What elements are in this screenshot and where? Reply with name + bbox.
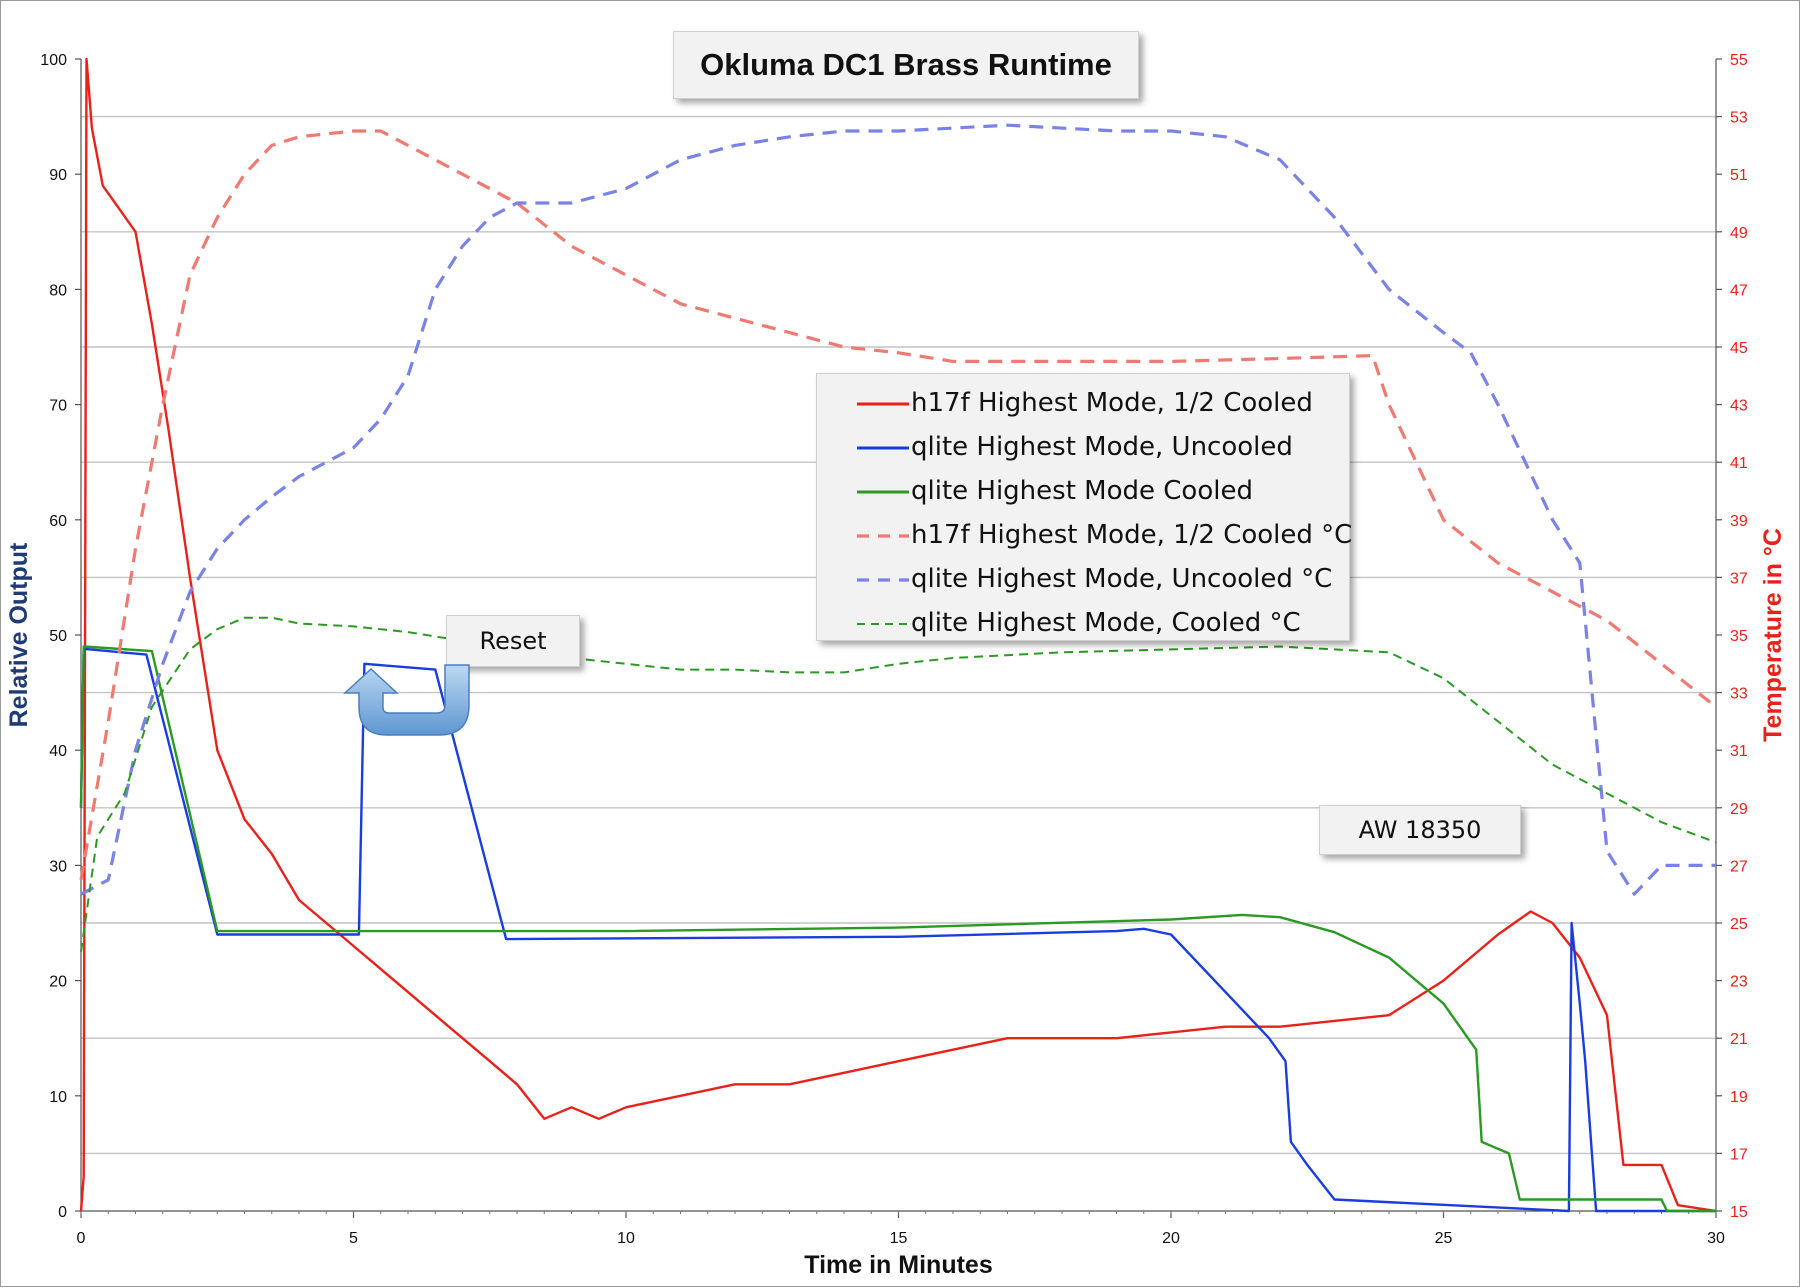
x-tick-label: 0 bbox=[77, 1230, 86, 1247]
y-left-tick-label: 100 bbox=[40, 52, 67, 69]
series-line-1 bbox=[79, 57, 1717, 1213]
y-right-tick-label: 25 bbox=[1730, 916, 1748, 933]
legend-item: qlite Highest Mode, Uncooled °C bbox=[817, 558, 1349, 602]
legend-swatch bbox=[857, 490, 909, 494]
y-left-tick-label: 60 bbox=[49, 513, 67, 530]
battery-annotation: AW 18350 bbox=[1358, 816, 1482, 844]
y-right-tick-label: 41 bbox=[1730, 455, 1748, 472]
y-right-tick-label: 53 bbox=[1730, 110, 1748, 127]
legend-swatch bbox=[857, 446, 909, 450]
y-left-axis-label: Relative Output bbox=[5, 542, 33, 727]
reset-annotation-box: Reset bbox=[446, 615, 580, 667]
series-line-4 bbox=[79, 129, 1717, 881]
legend-item: h17f Highest Mode, 1/2 Cooled °C bbox=[817, 514, 1353, 558]
series-line-3 bbox=[79, 645, 1716, 1213]
x-tick-label: 10 bbox=[617, 1230, 635, 1247]
legend-swatch bbox=[857, 402, 909, 406]
y-right-tick-label: 49 bbox=[1730, 225, 1748, 242]
x-axis-label: Time in Minutes bbox=[804, 1251, 992, 1279]
x-tick-label: 20 bbox=[1162, 1230, 1180, 1247]
y-right-tick-label: 29 bbox=[1730, 801, 1748, 818]
y-right-tick-label: 17 bbox=[1730, 1146, 1748, 1163]
y-right-tick-label: 15 bbox=[1730, 1204, 1748, 1221]
legend-swatch bbox=[857, 623, 909, 625]
y-left-tick-label: 10 bbox=[49, 1089, 67, 1106]
legend-label: h17f Highest Mode, 1/2 Cooled °C bbox=[911, 520, 1353, 550]
legend-swatch bbox=[857, 534, 909, 538]
y-left-tick-label: 30 bbox=[49, 858, 67, 875]
series-line-5 bbox=[80, 123, 1716, 896]
y-right-axis-label: Temperature in °C bbox=[1759, 528, 1787, 742]
axis-layer bbox=[75, 58, 1722, 1218]
reset-annotation: Reset bbox=[479, 627, 547, 655]
x-tick-label: 5 bbox=[349, 1230, 358, 1247]
legend-swatch bbox=[857, 578, 909, 582]
y-right-tick-label: 43 bbox=[1730, 398, 1748, 415]
legend: h17f Highest Mode, 1/2 Cooled qlite Highe… bbox=[816, 373, 1353, 641]
legend-item: qlite Highest Mode, Uncooled bbox=[817, 426, 1349, 470]
y-right-tick-label: 45 bbox=[1730, 340, 1748, 357]
reset-arrow-icon bbox=[343, 664, 470, 736]
y-right-tick-label: 23 bbox=[1730, 974, 1748, 991]
legend-label: qlite Highest Mode, Uncooled °C bbox=[911, 564, 1333, 594]
x-tick-label: 25 bbox=[1435, 1230, 1453, 1247]
y-right-tick-label: 47 bbox=[1730, 282, 1748, 299]
y-left-tick-label: 70 bbox=[49, 398, 67, 415]
y-left-tick-label: 50 bbox=[49, 628, 67, 645]
y-right-tick-label: 37 bbox=[1730, 570, 1748, 587]
chart-title: Okluma DC1 Brass Runtime bbox=[700, 47, 1112, 82]
legend-label: qlite Highest Mode, Uncooled bbox=[911, 432, 1293, 462]
y-left-tick-label: 80 bbox=[49, 282, 67, 299]
y-right-tick-label: 39 bbox=[1730, 513, 1748, 530]
chart-title-box: Okluma DC1 Brass Runtime bbox=[673, 31, 1139, 99]
legend-item: h17f Highest Mode, 1/2 Cooled bbox=[817, 382, 1349, 426]
y-right-tick-label: 51 bbox=[1730, 167, 1748, 184]
y-left-tick-label: 20 bbox=[49, 974, 67, 991]
y-right-tick-label: 21 bbox=[1730, 1031, 1748, 1048]
battery-annotation-box: AW 18350 bbox=[1319, 805, 1521, 855]
y-left-tick-label: 40 bbox=[49, 743, 67, 760]
series-layer bbox=[79, 57, 1717, 1213]
legend-label: h17f Highest Mode, 1/2 Cooled bbox=[911, 388, 1313, 418]
y-right-tick-label: 35 bbox=[1730, 628, 1748, 645]
y-right-tick-label: 55 bbox=[1730, 52, 1748, 69]
y-left-tick-label: 0 bbox=[58, 1204, 67, 1221]
legend-label: qlite Highest Mode, Cooled °C bbox=[911, 608, 1301, 638]
y-right-tick-label: 19 bbox=[1730, 1089, 1748, 1106]
legend-item: qlite Highest Mode, Cooled °C bbox=[817, 602, 1349, 646]
label-layer: 0 5 10 15 20 25 30 0 10 20 30 40 50 60 70 80 90 100 15 17 19… bbox=[5, 52, 1787, 1279]
y-right-tick-label: 33 bbox=[1730, 686, 1748, 703]
legend-item: qlite Highest Mode Cooled bbox=[817, 470, 1349, 514]
series-line-2 bbox=[79, 647, 1716, 1213]
y-right-tick-label: 27 bbox=[1730, 858, 1748, 875]
y-right-tick-label: 31 bbox=[1730, 743, 1748, 760]
x-tick-label: 30 bbox=[1707, 1230, 1725, 1247]
legend-label: qlite Highest Mode Cooled bbox=[911, 476, 1253, 506]
series-line-6 bbox=[80, 616, 1717, 952]
x-tick-label: 15 bbox=[890, 1230, 908, 1247]
y-left-tick-label: 90 bbox=[49, 167, 67, 184]
